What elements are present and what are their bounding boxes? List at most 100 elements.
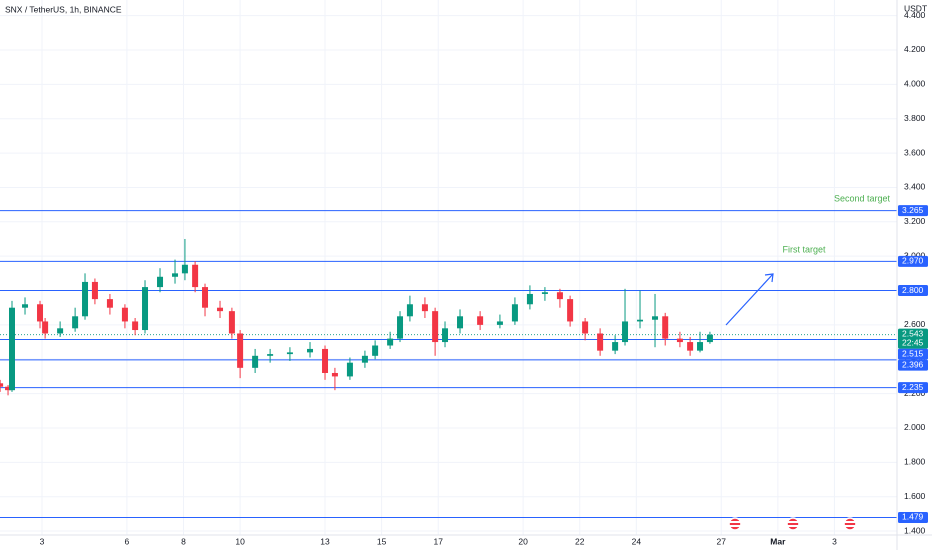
last-price-badge xyxy=(898,328,928,349)
price-badge-label: 1.479 xyxy=(902,512,924,522)
candle-body xyxy=(387,338,394,346)
candle-body xyxy=(361,355,368,363)
candle-body xyxy=(567,299,574,322)
candle-body xyxy=(72,316,79,329)
x-tick-label: 6 xyxy=(125,536,130,546)
y-tick-label: 3.000 xyxy=(904,250,926,260)
candle-body xyxy=(91,281,98,300)
candle-body xyxy=(676,338,683,343)
price-badge-label: 2.515 xyxy=(902,348,924,358)
event-icons xyxy=(728,517,857,531)
price-badge-label: 2.235 xyxy=(902,382,924,392)
y-tick-label: 3.600 xyxy=(904,147,926,157)
candle-body xyxy=(192,264,199,288)
y-tick-label: 4.000 xyxy=(904,79,926,89)
candle-body xyxy=(442,328,449,343)
candle-body xyxy=(612,342,619,351)
candle-body xyxy=(511,304,518,322)
arrow-shaft xyxy=(725,273,774,326)
x-tick-label: 3 xyxy=(40,536,45,546)
horizontal-lines xyxy=(0,210,897,518)
annotation: First target xyxy=(782,244,826,254)
price-badge-label: 2.396 xyxy=(902,359,924,369)
candle-body xyxy=(0,383,4,387)
candle-body xyxy=(106,299,113,308)
candle-body xyxy=(496,321,503,325)
y-tick-label: 1.400 xyxy=(904,525,926,535)
x-tick-label: 22 xyxy=(575,536,585,546)
candles xyxy=(0,238,713,396)
y-tick-label: 1.800 xyxy=(904,457,926,467)
candle-body xyxy=(556,292,563,300)
x-tick-label: 17 xyxy=(433,536,443,546)
y-tick-label: 4.400 xyxy=(904,10,926,20)
candle-body xyxy=(432,311,439,343)
event-icon xyxy=(843,517,857,531)
candle-body xyxy=(477,316,484,325)
y-tick-label: 3.200 xyxy=(904,216,926,226)
candle-body xyxy=(346,362,353,377)
candle-body xyxy=(172,273,179,277)
y-tick-label: 1.600 xyxy=(904,491,926,501)
price-badge xyxy=(898,359,928,371)
x-tick-label: 10 xyxy=(235,536,245,546)
arrow-head xyxy=(764,273,774,283)
event-icon xyxy=(728,517,742,531)
x-tick-label: 20 xyxy=(518,536,528,546)
candle-body xyxy=(597,333,604,351)
candle-body xyxy=(82,281,89,317)
price-badge-label: 2.800 xyxy=(902,285,924,295)
candle-body xyxy=(181,264,188,274)
event-icon-stripe xyxy=(845,525,855,527)
candle-body xyxy=(5,386,12,391)
candle-body xyxy=(331,372,338,377)
candle-body xyxy=(582,321,589,334)
countdown-label: 22:45 xyxy=(902,337,924,347)
candle-body xyxy=(397,316,404,339)
price-badge-label: 2.970 xyxy=(902,256,924,266)
price-badge-label: 3.265 xyxy=(902,205,924,215)
last-price-label: 2.543 xyxy=(902,328,924,338)
x-tick-label: Mar xyxy=(770,536,786,546)
candle-body xyxy=(307,348,314,353)
candle-body xyxy=(662,316,669,339)
candle-body xyxy=(372,345,379,356)
price-badge xyxy=(898,285,928,297)
candle-body xyxy=(57,328,64,334)
candle-body xyxy=(622,321,629,343)
y-tick-label: 3.400 xyxy=(904,182,926,192)
candle-body xyxy=(228,311,235,334)
event-icon-stripe xyxy=(788,525,798,527)
candle-body xyxy=(421,304,428,312)
x-tick-label: 27 xyxy=(717,536,727,546)
candle-body xyxy=(286,352,293,355)
price-badge xyxy=(898,255,928,267)
candle-body xyxy=(457,316,464,329)
x-tick-label: 15 xyxy=(377,536,387,546)
candle-body xyxy=(121,307,128,322)
candle-body xyxy=(541,292,548,294)
event-icon-stripe xyxy=(730,521,740,523)
x-tick-label: 13 xyxy=(320,536,330,546)
event-icon-stripe xyxy=(730,525,740,527)
candle-body xyxy=(217,307,224,312)
candle-body xyxy=(132,321,139,331)
event-icon-stripe xyxy=(788,521,798,523)
event-icon xyxy=(786,517,800,531)
grid xyxy=(0,0,897,535)
y-tick-label: 4.200 xyxy=(904,44,926,54)
chart-title: SNX / TetherUS, 1h, BINANCE xyxy=(5,4,122,14)
x-tick-label: 24 xyxy=(632,536,642,546)
y-tick-label: 3.800 xyxy=(904,113,926,123)
candle-body xyxy=(652,316,659,320)
candle-body xyxy=(697,342,704,351)
candle-body xyxy=(252,355,259,368)
price-badge xyxy=(898,205,928,217)
price-badge xyxy=(898,348,928,360)
candle-body xyxy=(202,287,209,308)
candle-body xyxy=(267,354,274,356)
candle-body xyxy=(406,304,413,317)
